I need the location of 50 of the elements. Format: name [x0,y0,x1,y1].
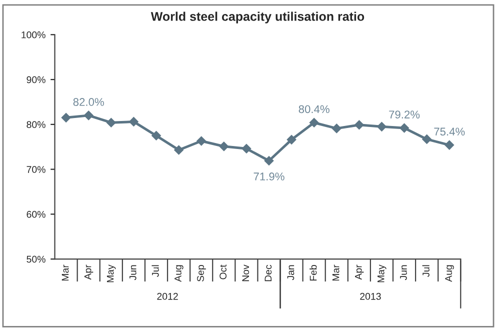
x-tick-label: Oct [220,264,226,280]
data-label: 82.0% [73,98,104,106]
x-tick-label: Jan [287,265,294,280]
point [264,156,274,166]
x-tick-label: Jul [422,265,430,277]
x-tick-label: Jun [130,265,136,280]
data-label: 79.2% [389,110,420,118]
point [242,144,252,154]
point [174,145,184,155]
y-tick-label: 100% [22,31,46,38]
y-tick-label: 60% [26,210,46,218]
point [332,124,342,134]
y-tick-label: 80% [26,121,46,128]
chart-title: World steel capacity utilisation ratio [150,12,364,24]
x-tick-label: Aug [174,265,184,282]
x-tick-label: Jul [152,265,159,277]
point [196,136,206,146]
data-label: 75.4% [434,128,465,136]
point [400,123,409,133]
y-tick-label: 70% [26,166,46,173]
text: 2013 [360,292,381,300]
point [84,110,94,120]
x-tick-label: Mar [332,264,340,281]
text: 2012 [157,292,178,300]
y-tick-label: 50% [26,256,46,263]
point [444,140,454,150]
point [106,118,116,128]
x-tick-label: Dec [264,264,272,282]
x-tick-label: Jun [400,265,407,280]
x-tick-label: Apr [355,264,364,280]
x-tick-label: Nov [242,264,250,282]
point [219,142,229,152]
point [309,118,319,128]
point [354,120,364,130]
data-label: 71.9% [254,172,284,180]
x-tick-label: Aug [445,265,454,282]
x-tick-label: Apr [84,264,94,280]
x-tick-label: Sep [197,265,206,282]
y-tick-label: 90% [26,76,46,84]
point [422,134,432,144]
x-tick-label: May [106,264,116,282]
x-tick-label: Mar [62,264,69,281]
x-tick-label: May [378,264,386,282]
point [152,131,161,140]
point [61,113,71,122]
x-tick-label: Feb [310,265,317,281]
point [377,122,386,132]
point [286,135,296,144]
point [129,117,138,126]
data-label: 80.4% [298,105,330,114]
